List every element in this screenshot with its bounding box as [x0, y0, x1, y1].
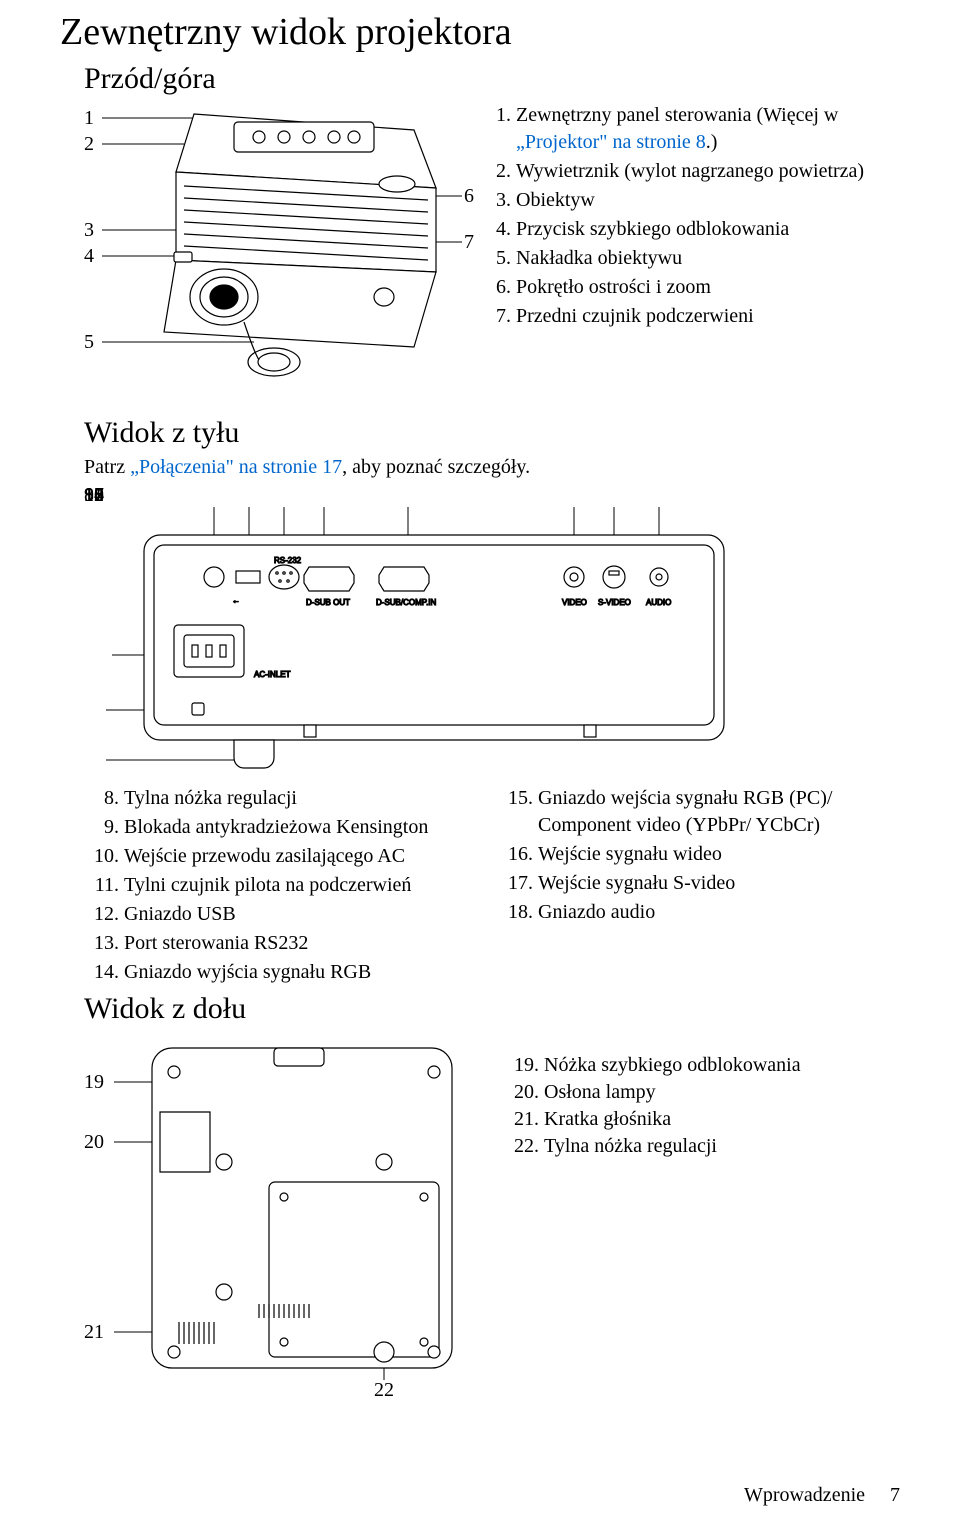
rear-item-14: Gniazdo wyjścia sygnału RGB [124, 959, 486, 986]
bottom-legend: Nóżka szybkiego odblokowania Osłona lamp… [504, 1032, 900, 1160]
front-num-7: 7 [464, 232, 474, 252]
bottom-item-21: Kratka głośnika [544, 1106, 900, 1133]
svg-text:D-SUB/COMP.IN: D-SUB/COMP.IN [376, 598, 437, 607]
front-num-5: 5 [84, 332, 94, 352]
bottom-item-22: Tylna nóżka regulacji [544, 1133, 900, 1160]
bottom-diagram: 19 20 21 22 [84, 1032, 484, 1402]
page-title: Zewnętrzny widok projektora [60, 10, 900, 54]
svg-text:AC-INLET: AC-INLET [254, 670, 291, 679]
rear-num-8: 8 [84, 485, 94, 505]
rear-item-16: Wejście sygnału wideo [538, 841, 900, 868]
svg-text:←: ← [232, 596, 240, 605]
front-num-2: 2 [84, 134, 94, 154]
front-item-2: Wywietrznik (wylot nagrzanego powietrza) [516, 158, 900, 185]
svg-text:D-SUB OUT: D-SUB OUT [306, 598, 350, 607]
rear-item-8: Tylna nóżka regulacji [124, 785, 486, 812]
rear-item-10: Wejście przewodu zasilającego AC [124, 843, 486, 870]
front-num-6: 6 [464, 186, 474, 206]
rear-item-11: Tylni czujnik pilota na podczerwień [124, 872, 486, 899]
rear-item-9: Blokada antykradzieżowa Kensington [124, 814, 486, 841]
front-item-6: Pokrętło ostrości i zoom [516, 274, 900, 301]
front-num-1: 1 [84, 108, 94, 128]
bottom-item-19: Nóżka szybkiego odblokowania [544, 1052, 900, 1079]
bottom-num-20: 20 [84, 1132, 104, 1152]
bottom-num-19: 19 [84, 1072, 104, 1092]
front-item-4: Przycisk szybkiego odblokowania [516, 216, 900, 243]
section-rear-heading: Widok z tyłu [84, 416, 900, 450]
rear-item-13: Port sterowania RS232 [124, 930, 486, 957]
rear-item-15: Gniazdo wejścia sygnału RGB (PC)/ Compon… [538, 785, 900, 839]
front-item-5: Nakładka obiektywu [516, 245, 900, 272]
bottom-num-22: 22 [374, 1380, 394, 1400]
front-callout-list: Zewnętrzny panel sterowania (Więcej w „P… [484, 102, 900, 332]
front-num-3: 3 [84, 220, 94, 240]
footer-page-number: 7 [890, 1484, 900, 1506]
svg-text:S-VIDEO: S-VIDEO [598, 598, 631, 607]
rear-legend: Tylna nóżka regulacji Blokada antykradzi… [84, 785, 900, 988]
rear-subheading: Patrz „Połączenia" na stronie 17, aby po… [84, 456, 900, 479]
front-item-1: Zewnętrzny panel sterowania (Więcej w „P… [516, 102, 900, 156]
bottom-num-21: 21 [84, 1322, 104, 1342]
connections-link[interactable]: „Połączenia" na stronie 17 [130, 456, 342, 478]
rear-item-12: Gniazdo USB [124, 901, 486, 928]
rear-diagram: 11 12 13 14 15 16 17 18 10 9 8 [84, 485, 784, 785]
rear-item-17: Wejście sygnału S-video [538, 870, 900, 897]
front-item-7: Przedni czujnik podczerwieni [516, 303, 900, 330]
svg-text:RS-232: RS-232 [274, 556, 302, 565]
front-num-4: 4 [84, 246, 94, 266]
front-diagram: 1 2 3 4 5 6 7 [84, 102, 484, 412]
section-front-heading: Przód/góra [84, 62, 900, 96]
svg-text:AUDIO: AUDIO [646, 598, 671, 607]
front-item-3: Obiektyw [516, 187, 900, 214]
page-footer: Wprowadzenie 7 [744, 1484, 900, 1507]
rear-item-18: Gniazdo audio [538, 899, 900, 926]
projector-link[interactable]: „Projektor" na stronie 8 [516, 131, 706, 153]
svg-text:VIDEO: VIDEO [562, 598, 587, 607]
section-bottom-heading: Widok z dołu [84, 992, 900, 1026]
bottom-item-20: Osłona lampy [544, 1079, 900, 1106]
footer-section: Wprowadzenie [744, 1484, 865, 1506]
